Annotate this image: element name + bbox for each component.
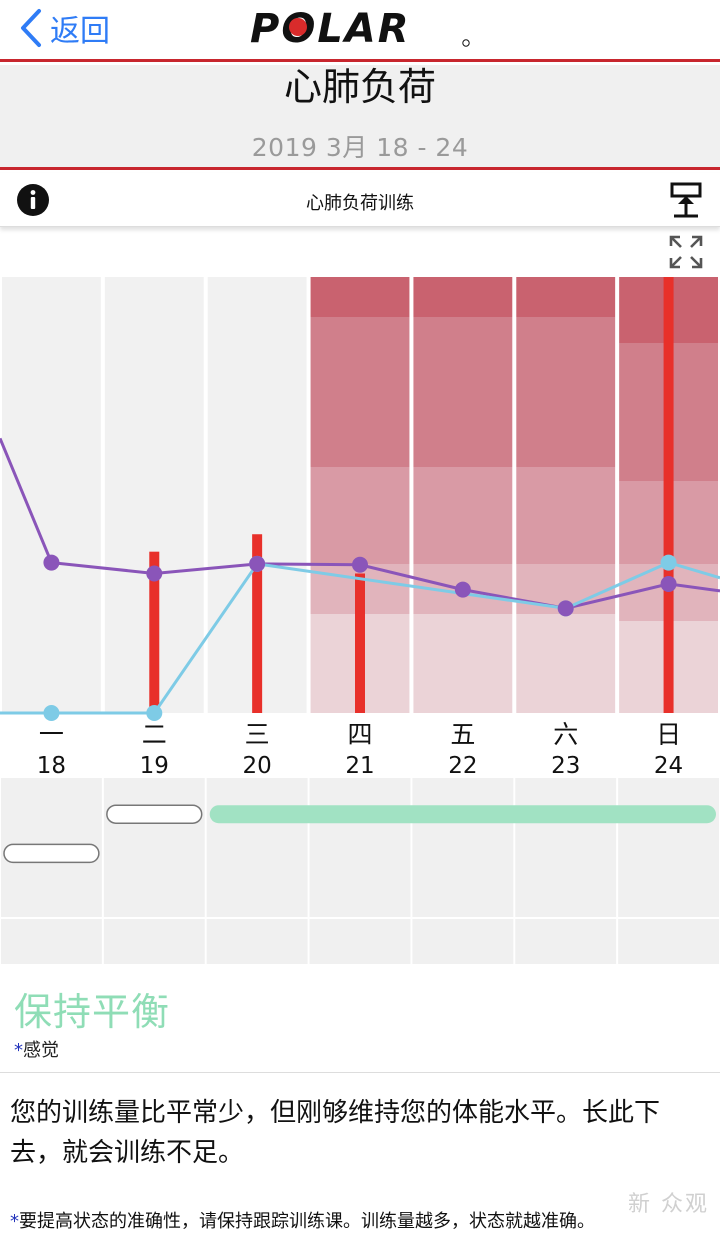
weekday-tick-label: 二	[142, 720, 167, 749]
feeling-note: *感觉	[14, 1036, 59, 1062]
weekday-tick-label: 一	[39, 720, 64, 749]
note-text: 感觉	[23, 1040, 59, 1061]
footnote-asterisk: *	[10, 1211, 19, 1232]
date-tick-label: 24	[654, 753, 683, 777]
footnote-text: 要提高状态的准确性，请保持跟踪训练课。训练量越多，状态就越准确。	[19, 1211, 595, 1232]
purple-series-point	[660, 575, 677, 592]
load-bar	[252, 534, 263, 713]
status-section: 保持平衡 *感觉	[0, 965, 720, 1073]
top-nav-bar: 返回 POLAR	[0, 0, 720, 62]
purple-series-point	[43, 554, 60, 571]
blue-series-point	[660, 554, 677, 571]
weekday-tick-label: 五	[450, 720, 475, 749]
registered-mark	[462, 39, 470, 47]
load-bar	[663, 277, 674, 713]
feeling-segment	[3, 843, 100, 864]
export-icon[interactable]	[668, 182, 706, 218]
load-zone-band	[516, 467, 616, 564]
date-tick-label: 21	[345, 753, 374, 777]
load-zone-band	[413, 467, 513, 564]
feeling-segment	[209, 805, 716, 824]
purple-series-point	[557, 600, 574, 617]
expand-icon[interactable]	[668, 234, 704, 270]
polar-logo: POLAR	[250, 6, 470, 48]
purple-series-point	[454, 581, 471, 598]
weekday-tick-label: 六	[553, 720, 578, 749]
date-tick-label: 22	[448, 753, 477, 777]
accuracy-footnote: *要提高状态的准确性，请保持跟踪训练课。训练量越多，状态就越准确。	[10, 1207, 595, 1233]
note-asterisk: *	[14, 1040, 23, 1061]
toolbar-label: 心肺负荷训练	[306, 193, 414, 214]
date-tick-label: 23	[551, 753, 580, 777]
date-tick-label: 19	[140, 753, 169, 777]
weekday-tick-label: 日	[656, 720, 681, 749]
load-bar	[149, 551, 160, 713]
status-verdict: 保持平衡	[14, 990, 171, 1034]
date-tick-label: 18	[37, 753, 66, 777]
blue-series-point	[146, 705, 163, 721]
description-section: 您的训练量比平常少，但刚够维持您的体能水平。长此下去，就会训练不足。 *要提高状…	[0, 1073, 720, 1233]
load-zone-band	[516, 277, 616, 317]
logo-red-dot	[289, 18, 307, 36]
load-zone-band	[310, 277, 410, 317]
back-button[interactable]: 返回	[18, 6, 110, 50]
load-bar	[355, 573, 365, 713]
load-zone-band	[413, 317, 513, 467]
date-tick-label: 20	[243, 753, 272, 777]
date-range: 2019 3月 18 - 24	[251, 133, 469, 162]
purple-series-point	[146, 565, 163, 582]
purple-series-point	[352, 556, 368, 573]
cardio-load-chart: 一 18 二 19 三 20 四 21 五 22 六 23 日 24	[0, 277, 720, 777]
page-header: 心肺负荷 2019 3月 18 - 24	[0, 65, 720, 170]
blue-series-point	[43, 705, 60, 721]
chevron-left-icon	[21, 9, 41, 47]
status-description: 您的训练量比平常少，但刚够维持您的体能水平。长此下去，就会训练不足。	[10, 1098, 661, 1168]
watermark: 新 众观	[628, 1192, 709, 1217]
load-zone-band	[310, 467, 410, 564]
logo-text: POLAR	[250, 6, 411, 48]
weekday-tick-label: 三	[245, 720, 270, 749]
axis-label-bg	[0, 713, 720, 777]
feeling-segment	[106, 804, 203, 824]
purple-series-point	[249, 555, 266, 572]
day-column-bg	[2, 277, 101, 713]
load-zone-band	[413, 614, 513, 713]
back-label: 返回	[50, 14, 110, 49]
load-zone-band	[516, 317, 616, 467]
load-zone-band	[413, 277, 513, 317]
info-icon[interactable]	[16, 183, 50, 217]
chart-toolbar: 心肺负荷训练	[0, 173, 720, 227]
load-zone-band	[516, 614, 616, 713]
feeling-day-cell	[1, 778, 102, 964]
weekday-tick-label: 四	[347, 720, 372, 749]
feeling-strip	[0, 778, 720, 964]
page-title: 心肺负荷	[283, 65, 436, 109]
load-zone-band	[310, 317, 410, 467]
